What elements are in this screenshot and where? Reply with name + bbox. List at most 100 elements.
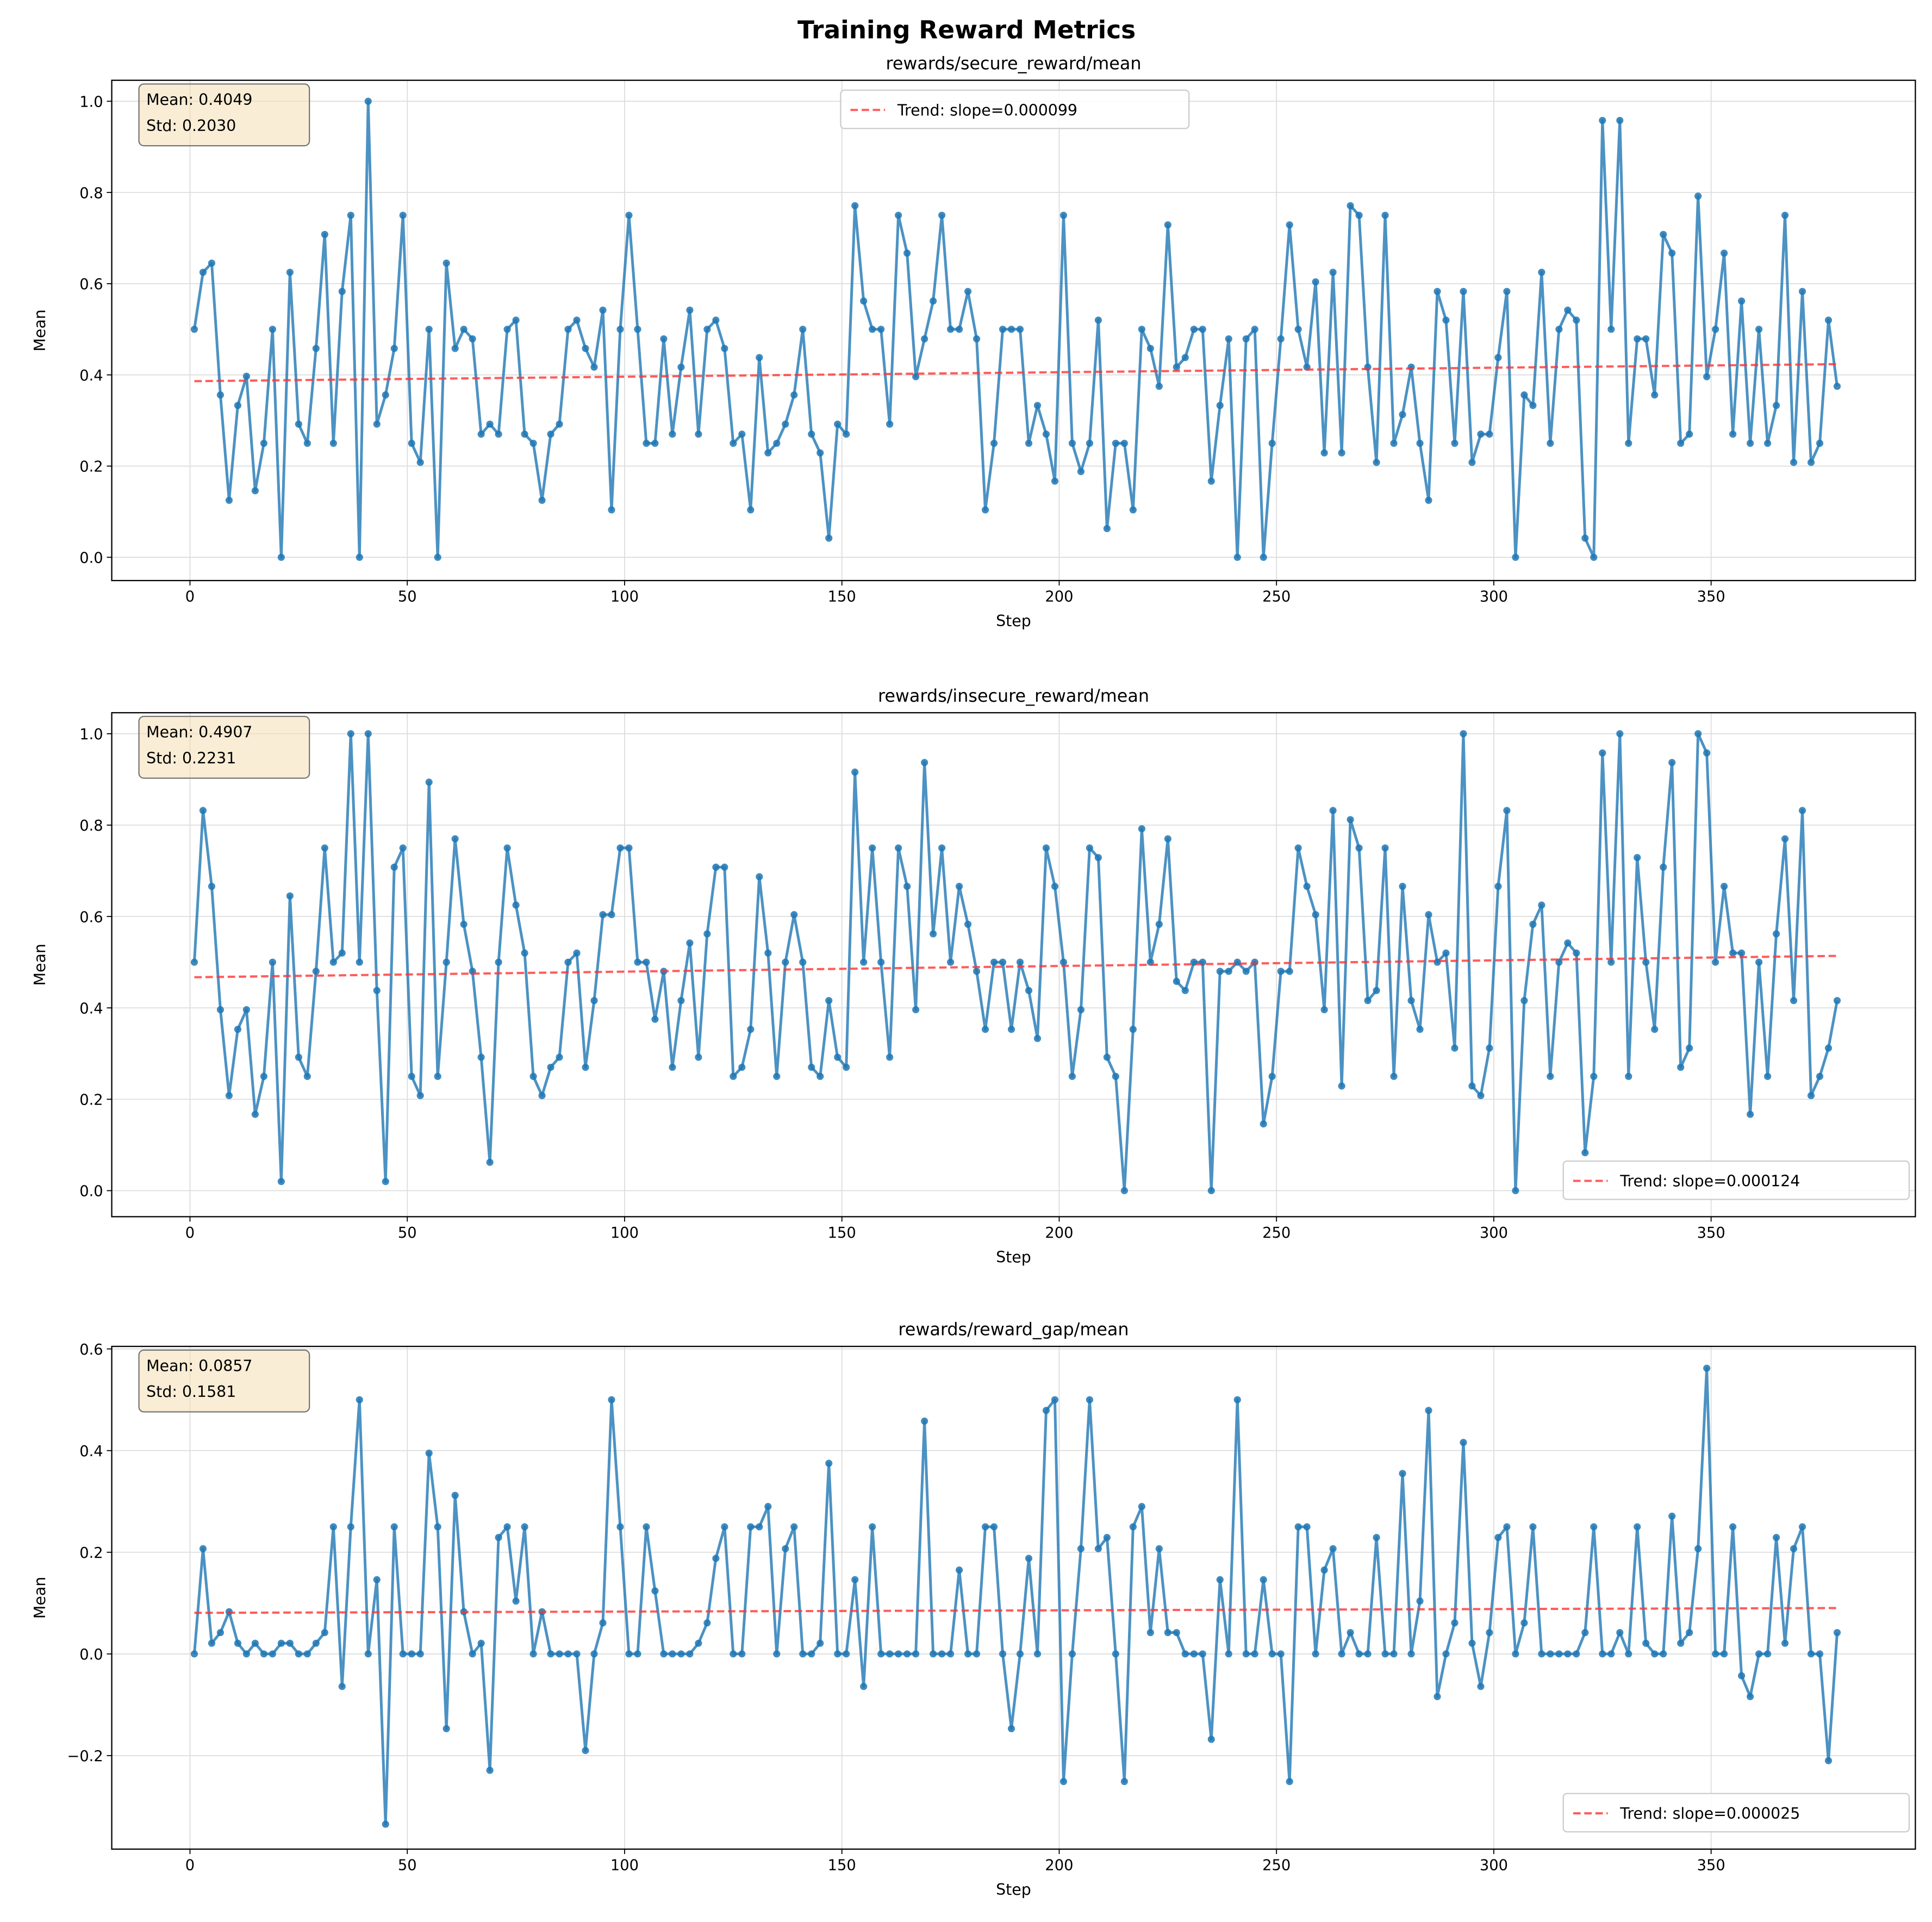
data-point xyxy=(512,1597,520,1605)
data-point xyxy=(799,326,807,333)
data-point xyxy=(1190,326,1198,333)
subplot-1: 0 50 100 150 200 250 300 350 0.0 0.2 0.4 0.6 0.8 1.0 r… xyxy=(31,685,1916,1266)
data-point xyxy=(1564,1650,1572,1658)
data-point xyxy=(1129,1523,1137,1531)
data-point xyxy=(347,1523,354,1531)
data-point xyxy=(521,430,528,438)
data-point xyxy=(1207,1187,1215,1195)
y-tick-label: 0.6 xyxy=(79,1341,103,1358)
data-point xyxy=(973,968,981,975)
data-point xyxy=(1312,1650,1319,1658)
data-point xyxy=(1434,1693,1441,1700)
data-point xyxy=(495,958,502,966)
data-point xyxy=(1547,1072,1554,1080)
data-point xyxy=(277,553,285,561)
data-point xyxy=(1616,1628,1624,1637)
data-point xyxy=(1381,1650,1389,1658)
data-point xyxy=(1181,354,1189,361)
data-point xyxy=(443,958,450,966)
data-point xyxy=(625,211,633,219)
data-point xyxy=(1181,1650,1189,1658)
data-point xyxy=(1721,883,1728,890)
data-point xyxy=(416,1650,424,1658)
data-point xyxy=(660,1650,668,1658)
data-point xyxy=(208,1639,216,1647)
data-point xyxy=(912,373,920,380)
data-point xyxy=(669,1650,676,1658)
y-axis-label: Mean xyxy=(31,944,49,985)
data-point xyxy=(1529,1523,1537,1531)
data-point xyxy=(912,1006,920,1014)
data-point xyxy=(1529,402,1537,409)
data-point xyxy=(1763,1072,1772,1080)
data-point xyxy=(538,496,546,504)
data-point xyxy=(929,930,937,938)
data-point xyxy=(1581,1628,1589,1637)
data-point xyxy=(764,949,772,957)
x-tick-label: 300 xyxy=(1480,1225,1508,1241)
data-point xyxy=(1477,430,1485,438)
data-point xyxy=(1112,439,1119,447)
data-point xyxy=(1199,1650,1206,1658)
data-point xyxy=(1686,1628,1693,1637)
data-point xyxy=(1616,730,1624,738)
data-point xyxy=(260,1072,267,1080)
stats-std: Std: 0.2030 xyxy=(146,117,236,135)
data-point xyxy=(912,1650,920,1658)
data-point xyxy=(1068,1072,1076,1080)
data-point xyxy=(877,1650,885,1658)
data-point xyxy=(1338,1650,1345,1658)
data-point xyxy=(425,1449,433,1457)
data-point xyxy=(608,1396,615,1403)
data-point xyxy=(817,1639,824,1647)
data-point xyxy=(599,306,607,314)
data-point xyxy=(1242,1650,1250,1658)
data-point xyxy=(1712,1650,1719,1658)
data-point xyxy=(1634,335,1641,343)
data-point xyxy=(1286,1777,1293,1786)
data-point xyxy=(208,259,216,267)
data-point xyxy=(1068,439,1076,447)
data-point xyxy=(1738,949,1746,957)
data-point xyxy=(1129,506,1137,514)
data-point xyxy=(1086,1396,1093,1403)
data-point xyxy=(1016,958,1024,966)
data-point xyxy=(1251,958,1258,966)
stats-box: Mean: 0.4907 Std: 0.2231 xyxy=(138,715,310,779)
x-tick-label: 50 xyxy=(398,1225,417,1241)
figure-title: Training Reward Metrics xyxy=(797,15,1136,44)
data-point xyxy=(1599,116,1606,124)
data-point xyxy=(1060,1777,1068,1786)
data-point xyxy=(1068,1650,1076,1658)
data-point xyxy=(1094,316,1102,324)
data-point xyxy=(1025,987,1033,994)
data-point xyxy=(643,1523,650,1531)
x-tick-label: 0 xyxy=(185,589,195,606)
data-point xyxy=(1677,1063,1685,1071)
data-point xyxy=(1677,1639,1685,1647)
y-tick-label: 0.4 xyxy=(79,1000,103,1017)
data-point xyxy=(999,958,1007,966)
data-point xyxy=(877,326,885,333)
data-point xyxy=(477,1639,485,1647)
data-point xyxy=(1651,1650,1659,1658)
data-point xyxy=(886,420,894,428)
data-point xyxy=(834,1053,842,1061)
data-point xyxy=(1277,1650,1285,1658)
data-point xyxy=(1347,202,1354,210)
data-point xyxy=(1712,958,1719,966)
data-point xyxy=(851,1576,859,1583)
data-point xyxy=(338,1683,346,1690)
data-point xyxy=(356,553,363,561)
data-point xyxy=(582,1746,589,1755)
data-point xyxy=(1590,1523,1598,1531)
data-point xyxy=(921,335,928,343)
data-point xyxy=(547,1650,554,1658)
data-point xyxy=(382,391,389,399)
data-point xyxy=(1694,730,1702,738)
y-tick-label: 0.8 xyxy=(79,818,103,834)
data-point xyxy=(686,939,694,947)
data-point xyxy=(1146,1628,1154,1637)
data-point xyxy=(1347,1628,1354,1637)
data-point xyxy=(973,335,981,343)
